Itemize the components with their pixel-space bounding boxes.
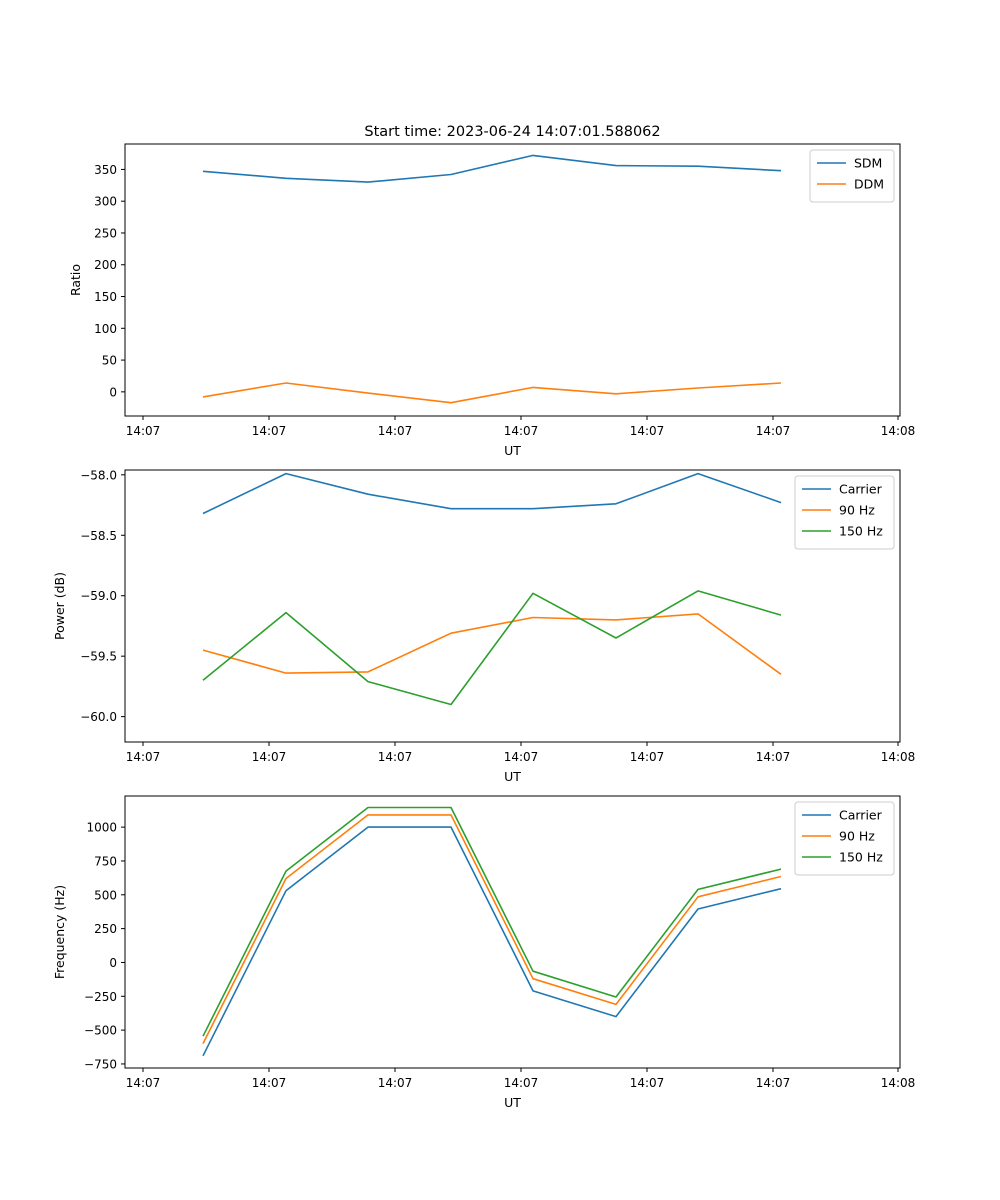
- axes-frame: [124, 143, 901, 417]
- x-tick-label: 14:07: [378, 1076, 413, 1090]
- figure-title: Start time: 2023-06-24 14:07:01.588062: [364, 124, 660, 140]
- x-tick-label: 14:08: [881, 424, 916, 438]
- series-line-carrier: [202, 826, 782, 1057]
- y-axis-label: Power (dB): [52, 572, 67, 640]
- y-tick-label: 1000: [86, 821, 117, 835]
- x-tick-label: 14:07: [252, 1076, 287, 1090]
- x-tick-label: 14:07: [756, 1076, 791, 1090]
- series-line-90-hz: [202, 814, 782, 1044]
- y-tick-label: −60.0: [80, 710, 117, 724]
- x-tick-label: 14:07: [756, 424, 791, 438]
- y-axis-label: Ratio: [68, 264, 83, 296]
- legend: Carrier 90 Hz 150 Hz: [794, 475, 895, 550]
- x-tick-label: 14:07: [252, 424, 287, 438]
- y-tick-label: −58.0: [80, 468, 117, 482]
- x-tick-label: 14:07: [126, 750, 161, 764]
- x-tick-label: 14:07: [630, 1076, 665, 1090]
- x-tick-label: 14:07: [126, 424, 161, 438]
- x-tick-label: 14:07: [252, 750, 287, 764]
- x-tick-label: 14:07: [378, 750, 413, 764]
- x-tick-label: 14:08: [881, 750, 916, 764]
- x-tick-label: 14:08: [881, 1076, 916, 1090]
- y-tick-label: 50: [102, 354, 117, 368]
- legend: SDM DDM: [809, 149, 895, 203]
- series-line-carrier: [202, 472, 782, 515]
- subplot-1: 14:07 14:07 14:07 14:07 14:07 14:07 14:08 0 50 10…: [68, 143, 916, 458]
- y-tick-label: −59.5: [80, 650, 117, 664]
- legend-label: SDM: [854, 156, 882, 171]
- subplot-2: 14:07 14:07 14:07 14:07 14:07 14:07 14:08 −60.0…: [52, 468, 915, 784]
- y-tick-label: 0: [109, 385, 117, 399]
- axes-frame: [124, 795, 901, 1069]
- legend-label: Carrier: [839, 808, 883, 823]
- x-tick-label: 14:07: [756, 750, 791, 764]
- y-tick-label: −750: [84, 1057, 117, 1071]
- y-tick-label: 0: [109, 956, 117, 970]
- x-tick-label: 14:07: [504, 1076, 539, 1090]
- x-tick-label: 14:07: [126, 1076, 161, 1090]
- y-tick-label: 200: [94, 258, 117, 272]
- legend: Carrier 90 Hz 150 Hz: [794, 801, 895, 876]
- series-line-ddm: [202, 382, 782, 404]
- x-axis-label: UT: [504, 1095, 521, 1110]
- y-tick-label: 300: [94, 195, 117, 209]
- x-tick-label: 14:07: [378, 424, 413, 438]
- y-tick-label: −250: [84, 990, 117, 1004]
- legend-label: Carrier: [839, 482, 883, 497]
- y-tick-label: −58.5: [80, 529, 117, 543]
- subplot-3: 14:07 14:07 14:07 14:07 14:07 14:07 14:08 −750 −…: [52, 795, 916, 1110]
- x-tick-label: 14:07: [630, 750, 665, 764]
- y-axis-label: Frequency (Hz): [52, 885, 67, 979]
- y-tick-label: 100: [94, 322, 117, 336]
- series-line-sdm: [202, 154, 782, 183]
- legend-label: 150 Hz: [839, 524, 883, 539]
- y-tick-label: 350: [94, 163, 117, 177]
- y-tick-label: 500: [94, 888, 117, 902]
- x-tick-label: 14:07: [504, 750, 539, 764]
- series-line-150-hz: [202, 806, 782, 1037]
- y-tick-label: −59.0: [80, 589, 117, 603]
- legend-label: DDM: [854, 177, 884, 192]
- x-axis-label: UT: [504, 769, 521, 784]
- x-tick-label: 14:07: [504, 424, 539, 438]
- x-tick-label: 14:07: [630, 424, 665, 438]
- series-line-150-hz: [202, 590, 782, 706]
- legend-label: 90 Hz: [839, 829, 875, 844]
- x-axis-label: UT: [504, 443, 521, 458]
- legend-label: 150 Hz: [839, 850, 883, 865]
- y-tick-label: −500: [84, 1024, 117, 1038]
- y-tick-label: 250: [94, 922, 117, 936]
- legend-label: 90 Hz: [839, 503, 875, 518]
- y-tick-label: 150: [94, 290, 117, 304]
- series-line-90-hz: [202, 613, 782, 675]
- y-tick-label: 250: [94, 226, 117, 240]
- axes-frame: [124, 469, 901, 743]
- y-tick-label: 750: [94, 854, 117, 868]
